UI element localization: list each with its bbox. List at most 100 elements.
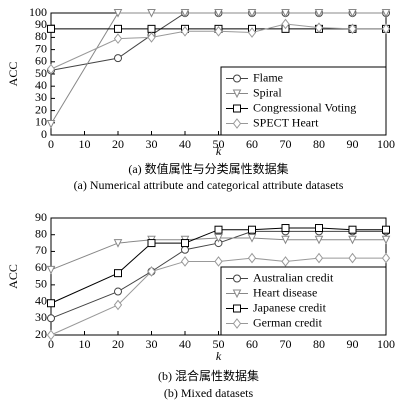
marker: [315, 224, 323, 233]
x-tick-label: 50: [213, 337, 225, 351]
y-tick-label: 50: [35, 66, 47, 80]
legend-label: Japanese credit: [253, 300, 327, 314]
legend-box: [220, 66, 387, 136]
x-tick-label: 40: [179, 137, 191, 151]
marker: [348, 235, 357, 245]
y-tick-label: 40: [35, 78, 47, 92]
marker: [232, 318, 242, 329]
y-tick-label: 0: [41, 127, 47, 141]
x-axis-label: k: [216, 144, 222, 158]
marker: [114, 269, 122, 278]
marker: [47, 299, 55, 308]
y-tick-label: 70: [35, 243, 47, 257]
marker: [46, 265, 56, 275]
marker: [214, 225, 223, 234]
marker: [381, 23, 391, 35]
y-tick-label: 70: [35, 41, 47, 55]
marker: [147, 239, 156, 248]
marker: [147, 266, 156, 277]
marker: [281, 256, 290, 267]
x-tick-label: 0: [48, 137, 54, 151]
marker: [247, 27, 257, 38]
series-line: [50, 227, 386, 304]
x-tick-label: 30: [146, 337, 158, 351]
y-tick-label: 60: [35, 260, 47, 274]
marker: [233, 74, 241, 83]
y-tick-label: 100: [29, 5, 47, 19]
y-tick-label: 10: [35, 115, 47, 129]
marker: [348, 23, 357, 35]
series-line: [50, 237, 386, 271]
marker: [382, 225, 390, 234]
marker: [46, 63, 56, 75]
x-tick-label: 100: [377, 337, 395, 351]
x-tick-label: 50: [213, 137, 225, 151]
marker: [314, 9, 324, 18]
marker: [247, 9, 257, 18]
x-tick-label: 90: [347, 137, 359, 151]
x-tick-label: 10: [79, 137, 91, 151]
marker: [47, 314, 55, 323]
y-axis-label: ACC: [6, 62, 20, 87]
legend-label: Australian credit: [253, 270, 334, 284]
marker: [233, 304, 241, 313]
marker: [113, 239, 123, 248]
x-tick-label: 80: [313, 337, 325, 351]
series-line: [50, 12, 386, 125]
series-line: [50, 230, 386, 319]
y-tick-label: 20: [35, 102, 47, 116]
y-tick-label: 90: [35, 17, 47, 31]
x-tick-label: 30: [146, 137, 158, 151]
caption: (b) 混合属性数据集: [158, 368, 259, 383]
marker: [214, 234, 223, 243]
marker: [381, 252, 391, 264]
y-tick-label: 30: [35, 310, 47, 324]
legend-label: Congressional Voting: [253, 100, 356, 114]
legend-box: [220, 266, 387, 336]
y-tick-label: 20: [35, 327, 47, 341]
marker: [214, 9, 223, 18]
marker: [247, 252, 257, 264]
marker: [113, 9, 123, 18]
x-tick-label: 20: [112, 337, 124, 351]
x-tick-label: 100: [377, 137, 395, 151]
marker: [46, 329, 56, 341]
caption: (a) Numerical attribute and categorical …: [74, 178, 344, 192]
x-tick-label: 90: [347, 337, 359, 351]
marker: [232, 289, 242, 299]
marker: [181, 239, 189, 248]
marker: [214, 256, 223, 267]
marker: [281, 9, 290, 18]
series-line: [50, 23, 386, 70]
marker: [247, 234, 257, 243]
marker: [180, 9, 190, 18]
y-tick-label: 30: [35, 90, 47, 104]
x-tick-label: 70: [280, 137, 292, 151]
caption: (b) Mixed datasets: [164, 386, 254, 400]
series-line: [50, 257, 386, 336]
marker: [233, 104, 241, 113]
x-tick-label: 20: [112, 137, 124, 151]
marker: [147, 32, 156, 43]
marker: [181, 245, 189, 254]
marker: [114, 287, 122, 296]
marker: [348, 225, 357, 234]
marker: [46, 120, 56, 129]
x-tick-label: 0: [48, 337, 54, 351]
marker: [381, 9, 391, 18]
legend-label: Heart disease: [253, 285, 317, 299]
marker: [314, 235, 324, 245]
marker: [314, 22, 324, 33]
x-tick-label: 60: [246, 337, 258, 351]
marker: [281, 224, 290, 233]
marker: [147, 9, 156, 18]
legend-label: Flame: [253, 70, 283, 84]
y-tick-label: 90: [35, 210, 47, 224]
marker: [180, 25, 190, 37]
marker: [113, 33, 123, 44]
marker: [147, 24, 156, 33]
marker: [314, 252, 324, 264]
y-tick-label: 40: [35, 293, 47, 307]
